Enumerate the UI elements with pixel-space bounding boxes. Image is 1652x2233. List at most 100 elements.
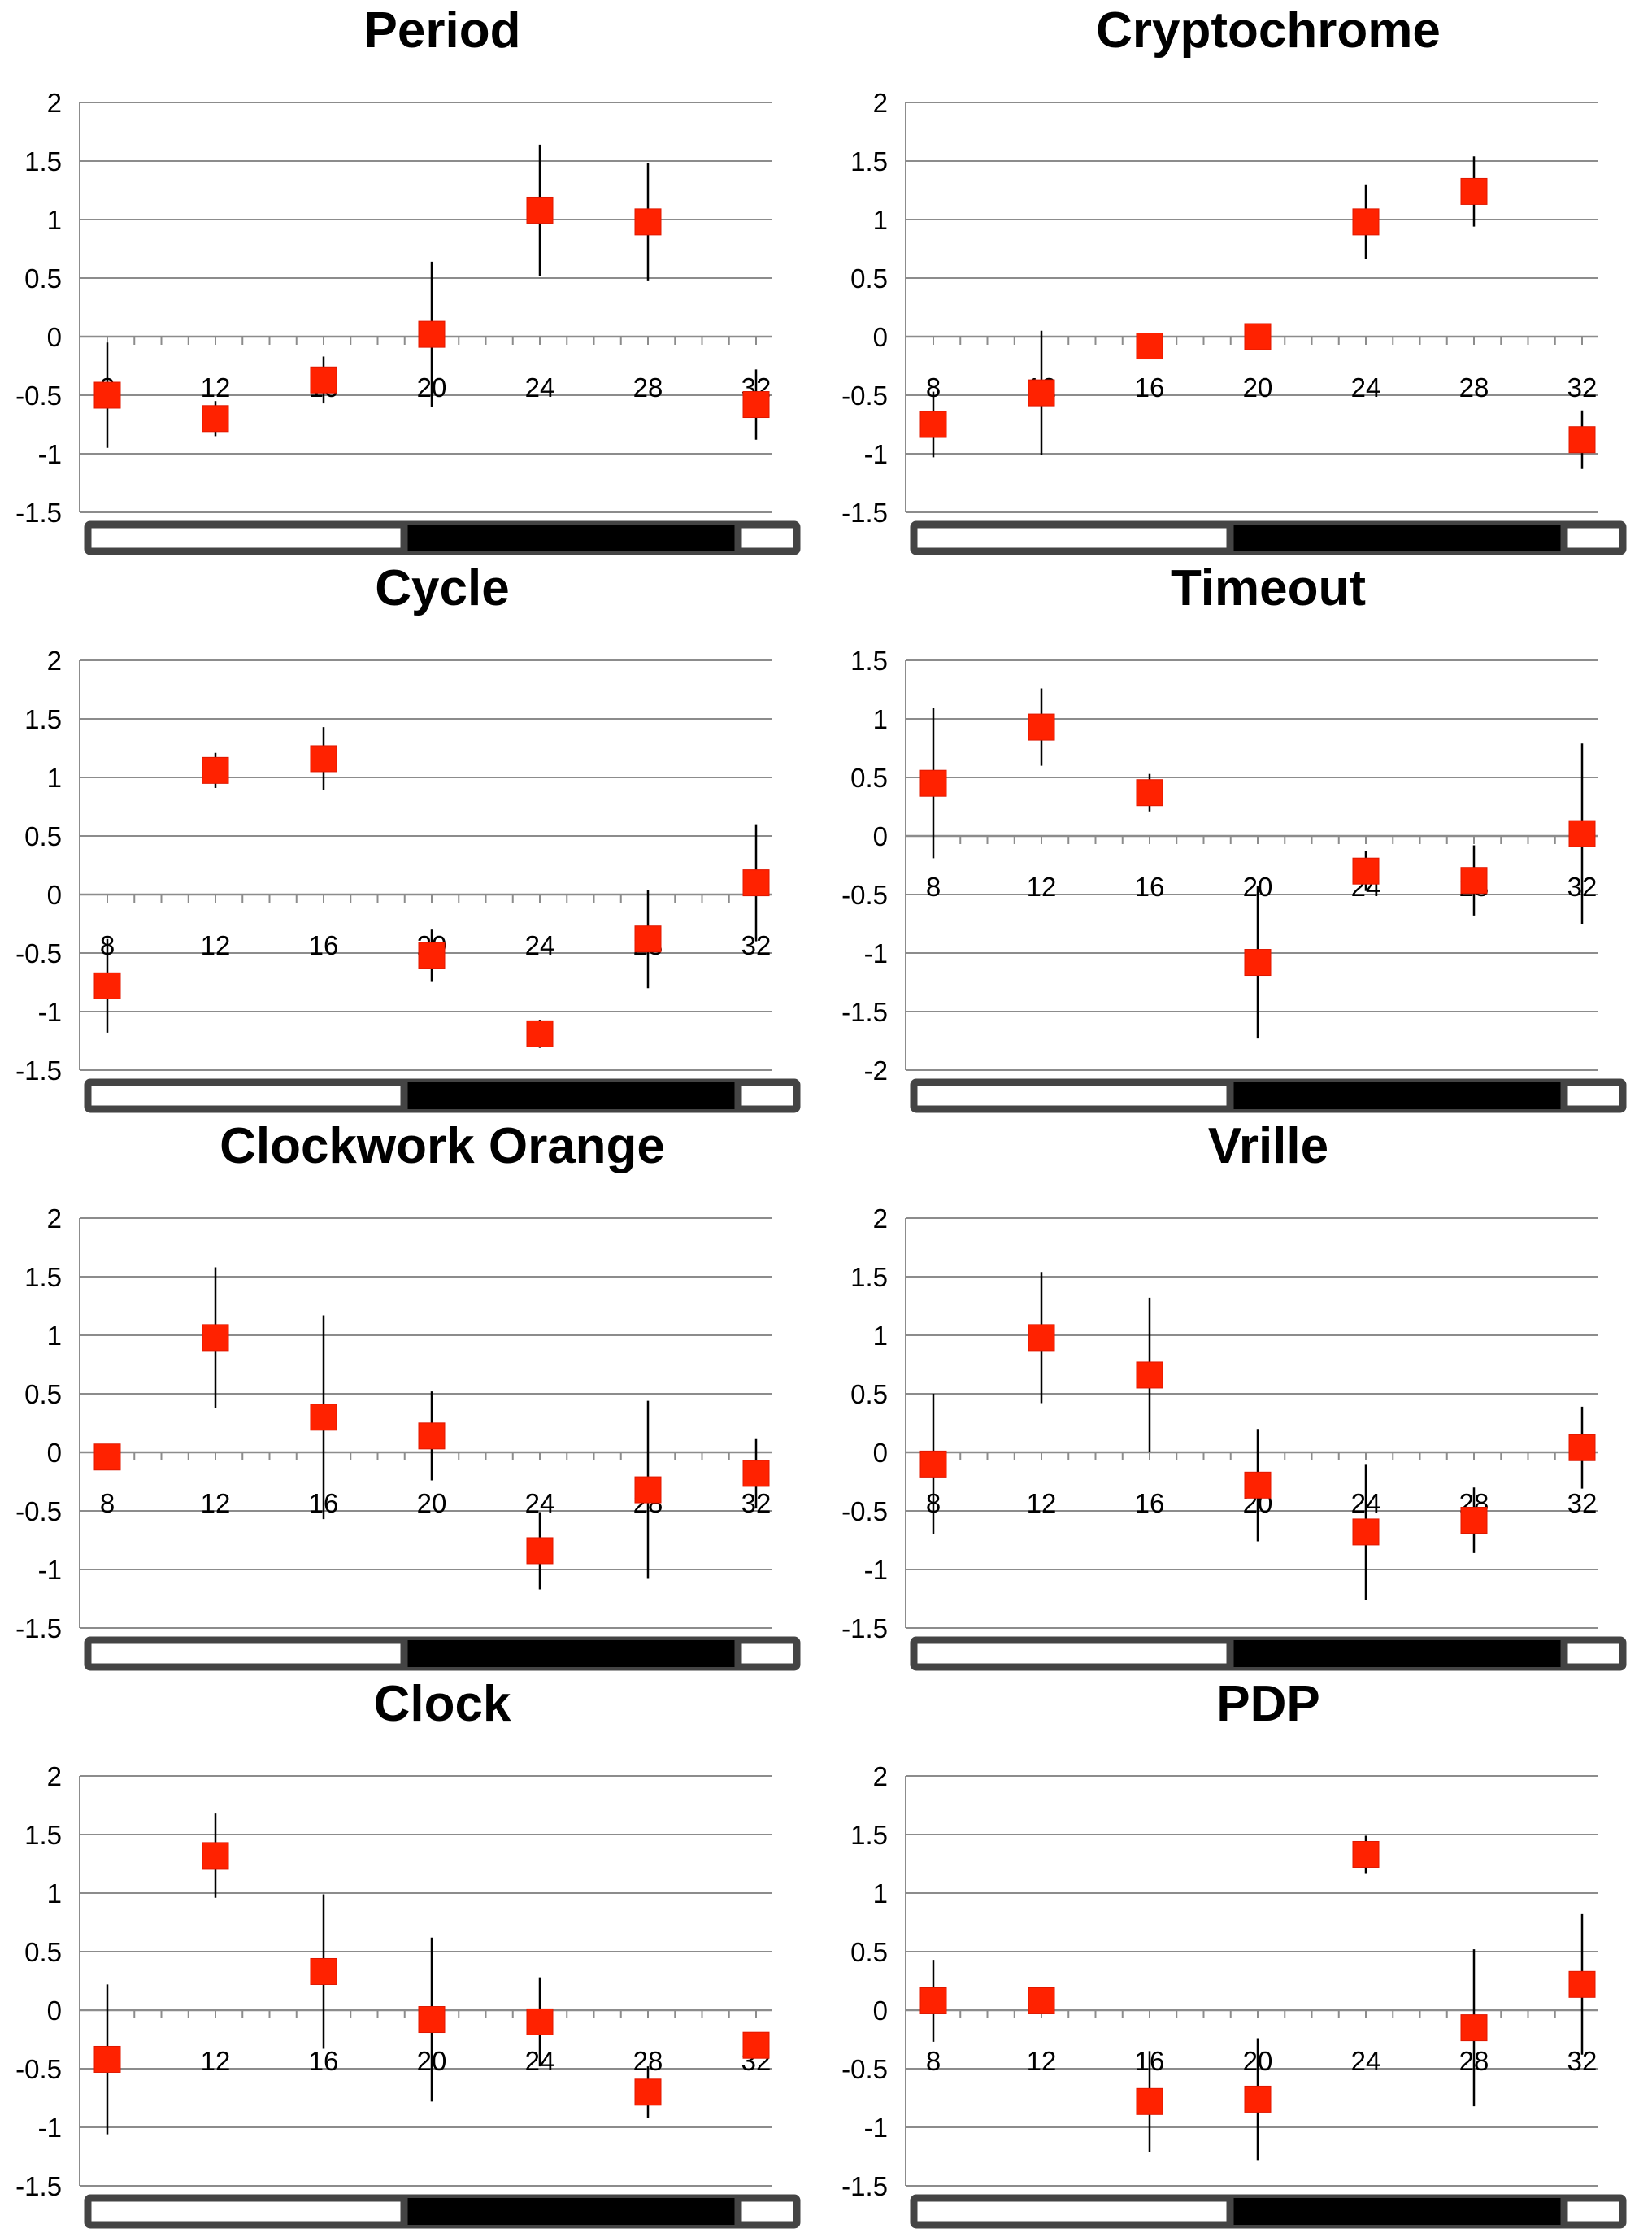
x-tick-label: 12 <box>1027 1488 1057 1518</box>
data-point <box>93 2045 121 2073</box>
y-tick-label: 1.5 <box>24 1262 62 1292</box>
chart-svg: Cryptochrome21.510.50-0.5-1-1.5812162024… <box>841 2 1627 555</box>
data-point <box>1244 1471 1272 1499</box>
dark-phase-segment <box>1230 1640 1564 1667</box>
data-point <box>93 972 121 999</box>
data-point <box>1568 820 1596 847</box>
data-point <box>202 405 229 433</box>
x-tick-label: 16 <box>1135 372 1165 403</box>
data-point <box>202 1842 229 1870</box>
dark-phase-segment <box>404 1640 738 1667</box>
x-tick-label: 32 <box>1567 372 1598 403</box>
y-tick-label: 0 <box>47 1996 62 2026</box>
data-point <box>418 320 446 348</box>
y-tick-label: 0.5 <box>850 263 888 294</box>
data-point <box>1352 1518 1380 1546</box>
y-tick-label: 2 <box>47 1761 62 1791</box>
y-tick-label: 1 <box>873 205 888 235</box>
y-tick-label: -0.5 <box>15 2054 62 2084</box>
y-tick-label: -2 <box>864 1056 888 1086</box>
y-tick-label: -1 <box>864 938 888 969</box>
y-tick-label: -1 <box>38 997 62 1027</box>
y-tick-label: 2 <box>47 646 62 676</box>
data-point <box>526 1020 554 1047</box>
data-point <box>1460 177 1488 205</box>
y-tick-label: 0.5 <box>24 821 62 851</box>
y-tick-label: -1 <box>38 1555 62 1585</box>
y-tick-label: 0 <box>873 1438 888 1468</box>
y-tick-label: 0 <box>873 1996 888 2026</box>
data-point <box>1028 379 1055 407</box>
x-tick-label: 8 <box>100 1488 115 1518</box>
chart-title: Clock <box>374 1676 511 1732</box>
y-tick-label: -0.5 <box>841 1496 888 1526</box>
y-tick-label: -1.5 <box>841 2171 888 2201</box>
data-point <box>1460 2014 1488 2042</box>
y-tick-label: 0 <box>47 1438 62 1468</box>
x-tick-label: 16 <box>1135 872 1165 902</box>
data-point <box>418 2006 446 2034</box>
dark-phase-segment <box>1230 2198 1564 2225</box>
x-tick-label: 28 <box>1459 372 1489 403</box>
chart-title: Vrille <box>1208 1118 1328 1174</box>
y-tick-label: -1.5 <box>841 1613 888 1643</box>
data-point <box>919 1450 947 1478</box>
data-point <box>418 942 446 969</box>
y-tick-label: 2 <box>873 88 888 118</box>
x-tick-label: 24 <box>525 372 555 403</box>
y-tick-label: -1.5 <box>15 2171 62 2201</box>
y-tick-label: -0.5 <box>841 880 888 910</box>
data-point <box>1460 1507 1488 1534</box>
x-tick-label: 16 <box>1135 1488 1165 1518</box>
data-point <box>202 756 229 784</box>
x-tick-label: 24 <box>1351 372 1381 403</box>
data-point <box>1136 2087 1163 2115</box>
data-point <box>634 925 662 953</box>
data-point <box>634 1476 662 1504</box>
y-tick-label: 2 <box>873 1761 888 1791</box>
data-point <box>1568 426 1596 454</box>
y-tick-label: -0.5 <box>841 381 888 411</box>
y-tick-label: 2 <box>47 1204 62 1234</box>
data-point <box>1028 1324 1055 1352</box>
dark-phase-segment <box>404 1082 738 1109</box>
y-tick-label: -1.5 <box>841 498 888 528</box>
data-point <box>919 411 947 438</box>
dark-phase-segment <box>1230 525 1564 551</box>
y-tick-label: 1 <box>873 1321 888 1351</box>
x-tick-label: 8 <box>926 372 941 403</box>
data-point <box>1028 1987 1055 2014</box>
y-tick-label: 1.5 <box>24 704 62 734</box>
x-tick-label: 12 <box>201 2046 231 2076</box>
data-point <box>1244 949 1272 977</box>
chart-title: PDP <box>1216 1676 1319 1732</box>
data-point <box>919 769 947 797</box>
y-tick-label: 1 <box>873 704 888 734</box>
y-tick-label: 0.5 <box>850 763 888 793</box>
chart-panel: Cryptochrome21.510.50-0.5-1-1.5812162024… <box>826 0 1652 558</box>
y-tick-label: -1 <box>864 2113 888 2143</box>
data-point <box>1352 1840 1380 1868</box>
y-tick-label: -1.5 <box>841 997 888 1027</box>
x-tick-label: 12 <box>201 372 231 403</box>
data-point <box>634 208 662 236</box>
data-point <box>1244 323 1272 350</box>
y-tick-label: -1 <box>864 439 888 469</box>
y-tick-label: 2 <box>873 1204 888 1234</box>
data-point <box>93 381 121 409</box>
y-tick-label: 0.5 <box>24 263 62 294</box>
data-point <box>1244 2085 1272 2113</box>
data-point <box>742 2031 770 2059</box>
data-point <box>310 366 337 394</box>
data-point <box>1460 867 1488 895</box>
y-tick-label: -1.5 <box>15 498 62 528</box>
chart-title: Cryptochrome <box>1096 2 1441 59</box>
chart-panel: PDP 2 1.5 1 0.5 0 -0.5 -1 -1.5 8 12 16 20 24 28 32 <box>826 1674 1652 2231</box>
y-tick-label: 0 <box>47 880 62 910</box>
